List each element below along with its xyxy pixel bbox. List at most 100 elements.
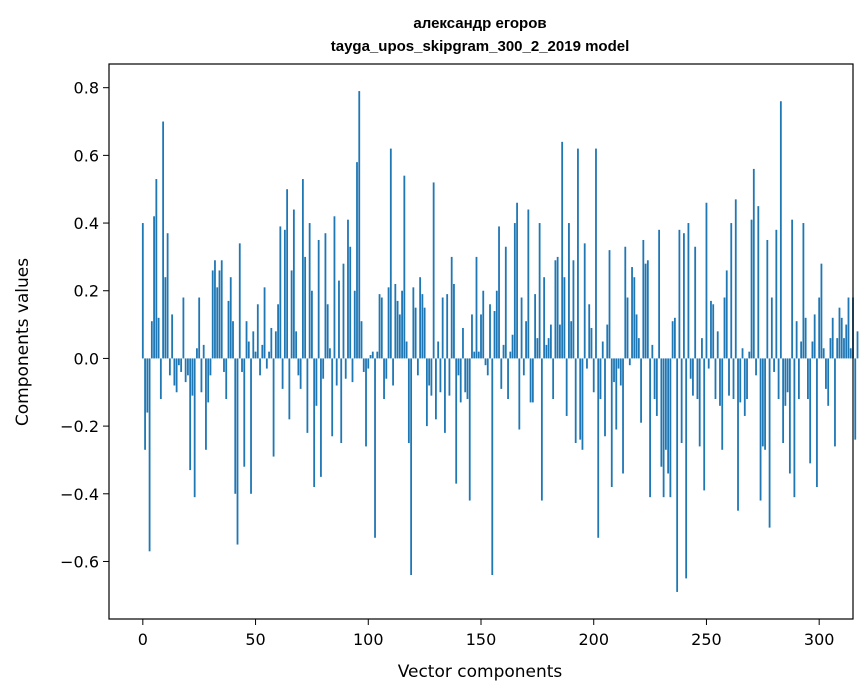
y-tick-label: −0.2 xyxy=(60,417,99,436)
bar xyxy=(791,219,794,359)
bar xyxy=(347,219,349,359)
bar xyxy=(405,341,408,359)
bar xyxy=(446,294,449,359)
bar xyxy=(495,290,498,359)
bar xyxy=(410,358,413,576)
bar xyxy=(493,311,496,359)
bar xyxy=(712,304,715,359)
bar xyxy=(299,358,302,389)
bar xyxy=(351,358,354,383)
bar xyxy=(606,324,609,359)
bar xyxy=(279,226,282,359)
bar xyxy=(468,358,471,501)
bar xyxy=(588,304,591,359)
bar xyxy=(157,317,160,359)
bar xyxy=(403,175,406,359)
bar xyxy=(164,277,167,359)
bar xyxy=(583,243,586,359)
bar xyxy=(568,223,570,359)
bar xyxy=(356,162,358,359)
bar xyxy=(779,101,782,359)
bar xyxy=(737,358,739,511)
bar xyxy=(635,314,638,359)
bar xyxy=(272,358,275,457)
bar xyxy=(241,358,243,372)
bar xyxy=(428,358,431,386)
bar xyxy=(383,358,385,400)
bar xyxy=(773,358,775,372)
bar xyxy=(380,297,383,359)
bar xyxy=(144,358,146,450)
bar xyxy=(592,358,595,393)
bar xyxy=(644,263,647,359)
bar xyxy=(387,287,390,359)
bar xyxy=(313,358,316,488)
x-tick-label: 100 xyxy=(353,630,384,649)
bar xyxy=(150,321,153,359)
bar xyxy=(770,297,773,359)
bar xyxy=(809,358,812,464)
bars-group xyxy=(141,91,859,592)
bar xyxy=(561,141,564,359)
bar xyxy=(207,358,210,403)
bar xyxy=(301,179,304,359)
bar xyxy=(673,317,676,359)
bar xyxy=(559,324,561,359)
bar xyxy=(211,270,214,359)
bar xyxy=(229,277,232,359)
bar xyxy=(412,287,415,359)
bar xyxy=(701,338,703,359)
bar xyxy=(254,351,257,359)
x-tick-label: 300 xyxy=(804,630,835,649)
bar xyxy=(834,358,836,447)
bar xyxy=(570,321,573,359)
y-axis-ticks: −0.6 −0.4 −0.2 0.0 0.2 0.4 0.6 0.8 xyxy=(60,79,109,571)
bar xyxy=(371,351,374,359)
bar xyxy=(308,223,311,359)
bar xyxy=(367,358,370,369)
bar xyxy=(608,250,611,359)
bar xyxy=(430,358,433,396)
y-tick-label: 0.6 xyxy=(74,146,99,165)
bar xyxy=(396,300,399,359)
bar xyxy=(595,148,597,359)
bar xyxy=(511,334,514,359)
bar xyxy=(642,239,645,359)
bar xyxy=(378,294,381,359)
bar xyxy=(335,358,338,386)
bar xyxy=(286,189,289,359)
y-tick-label: 0.0 xyxy=(74,349,99,368)
bar xyxy=(171,314,174,359)
bar xyxy=(141,223,144,359)
bar xyxy=(489,304,491,359)
bar xyxy=(676,358,679,592)
bar xyxy=(236,358,239,545)
bar xyxy=(633,277,636,359)
bar xyxy=(748,351,751,359)
bar xyxy=(856,331,859,359)
bar xyxy=(453,283,455,359)
bar xyxy=(579,358,582,440)
bar xyxy=(840,317,843,359)
bar xyxy=(845,324,848,359)
bar xyxy=(419,277,422,359)
bar xyxy=(473,351,476,359)
bar xyxy=(836,338,839,359)
bar xyxy=(311,290,313,359)
bar xyxy=(365,358,367,447)
bar xyxy=(694,246,697,359)
bar xyxy=(721,358,724,450)
bar xyxy=(685,358,688,579)
bar xyxy=(317,239,320,359)
bar xyxy=(184,358,187,383)
bar xyxy=(425,358,428,427)
bar xyxy=(177,358,180,366)
bar xyxy=(374,358,376,538)
bar xyxy=(153,216,155,359)
bar xyxy=(804,317,807,359)
bar xyxy=(471,314,473,359)
bar xyxy=(660,358,663,467)
bar xyxy=(680,358,683,444)
bar xyxy=(362,358,365,372)
bar xyxy=(290,270,293,359)
